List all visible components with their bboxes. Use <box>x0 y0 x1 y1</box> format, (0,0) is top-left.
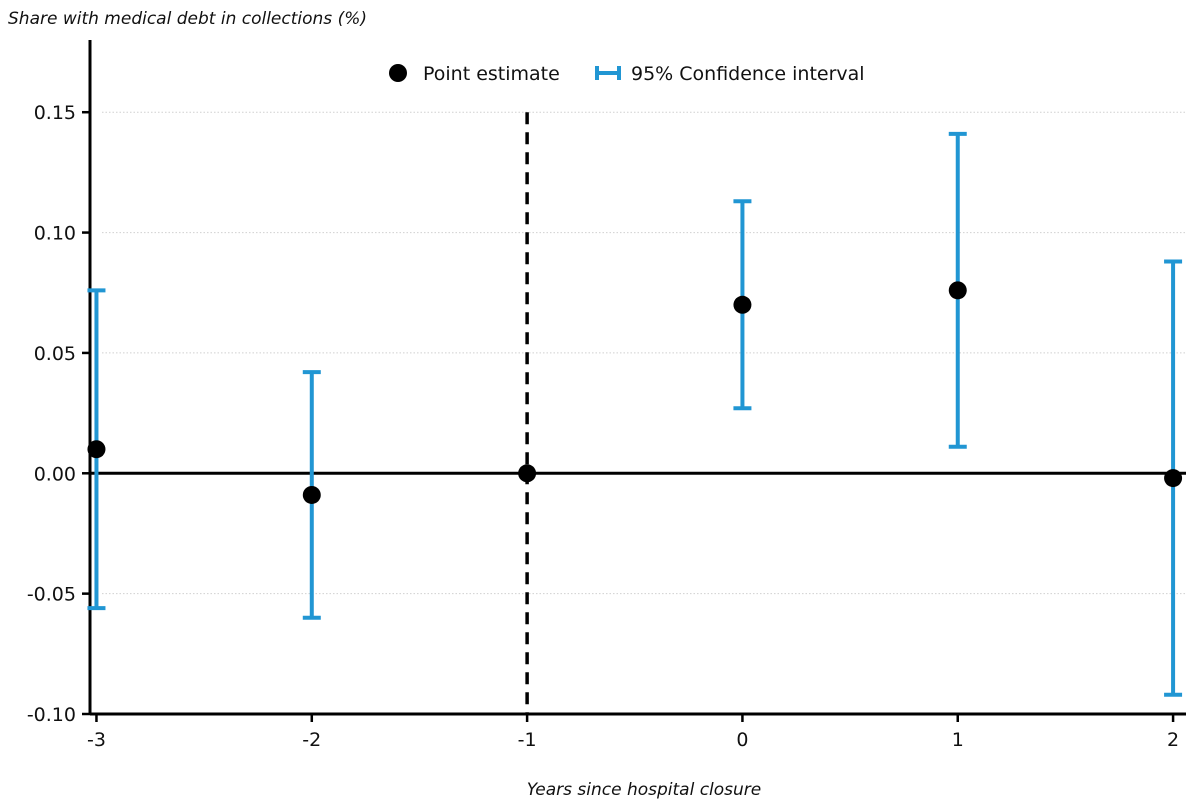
legend-label-point: Point estimate <box>423 63 560 85</box>
y-tick-label: -0.10 <box>27 704 76 726</box>
legend-ci-marker <box>595 66 621 80</box>
y-tick-label: -0.05 <box>27 584 76 606</box>
point-estimate <box>733 295 752 314</box>
x-tick-label: 2 <box>1167 729 1179 751</box>
y-tick-label: 0.10 <box>34 223 76 245</box>
point-estimates <box>87 281 1183 504</box>
x-tick-label: -1 <box>518 729 537 751</box>
point-estimate <box>1164 469 1183 488</box>
legend: Point estimate 95% Confidence interval <box>389 63 865 85</box>
y-tick-label: 0.00 <box>34 463 76 485</box>
y-tick-label: 0.15 <box>34 102 76 124</box>
x-tick-label: -3 <box>87 729 106 751</box>
x-axis-label: Years since hospital closure <box>527 780 762 800</box>
point-estimate <box>518 464 537 483</box>
grid-layer <box>102 111 1186 715</box>
x-tick-label: 1 <box>952 729 964 751</box>
x-tick-label: -2 <box>302 729 321 751</box>
point-estimate <box>302 485 321 504</box>
x-tick-label: 0 <box>736 729 748 751</box>
point-estimate <box>87 440 106 459</box>
axes: -0.10 -0.05 0.00 0.05 0.10 0.15 -3 -2 -1 0 1 2 <box>27 40 1186 751</box>
y-tick-label: 0.05 <box>34 343 76 365</box>
legend-label-ci: 95% Confidence interval <box>631 63 865 85</box>
point-estimate <box>948 281 967 300</box>
chart-title: Share with medical debt in collections (… <box>8 9 367 29</box>
legend-point-marker <box>389 64 407 82</box>
reference-lines <box>90 112 1186 714</box>
confidence-intervals <box>87 131 1183 697</box>
